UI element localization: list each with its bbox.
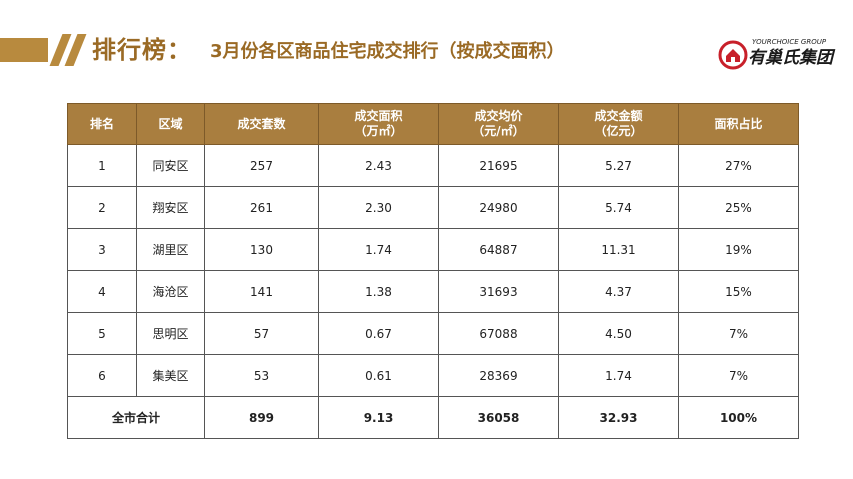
cell-total-label: 全市合计: [67, 396, 205, 439]
cell-amount: 5.27: [558, 144, 679, 187]
logo-english-text: YOURCHOICE GROUP: [752, 38, 827, 46]
page-subtitle: 3月份各区商品住宅成交排行（按成交面积）: [210, 41, 565, 62]
header-price-label: 成交均价: [474, 109, 523, 123]
cell-district: 湖里区: [136, 228, 205, 271]
cell-units: 257: [204, 144, 319, 187]
table-row: 2 翔安区 261 2.30 24980 5.74 25%: [67, 186, 799, 229]
cell-rank: 6: [67, 354, 137, 397]
header-amount: 成交金额 （亿元）: [558, 103, 679, 145]
house-logo-icon: [718, 40, 748, 70]
slide-header: 排行榜： 3月份各区商品住宅成交排行（按成交面积） YOURCHOICE GRO…: [0, 28, 853, 72]
table-header-row: 排名 区域 成交套数 成交面积 （万㎡） 成交均价 （元/㎡） 成交金额 （亿元…: [67, 103, 799, 145]
cell-total-area: 9.13: [318, 396, 439, 439]
header-price-unit: （元/㎡）: [472, 124, 525, 138]
cell-district: 同安区: [136, 144, 205, 187]
header-rank: 排名: [67, 103, 137, 145]
cell-district: 思明区: [136, 312, 205, 355]
header-district: 区域: [136, 103, 205, 145]
cell-price: 67088: [438, 312, 559, 355]
cell-price: 28369: [438, 354, 559, 397]
cell-units: 141: [204, 270, 319, 313]
ranking-table: 排名 区域 成交套数 成交面积 （万㎡） 成交均价 （元/㎡） 成交金额 （亿元…: [67, 103, 799, 439]
cell-share: 15%: [678, 270, 799, 313]
logo-chinese-text: 有巢氏集团: [748, 48, 833, 68]
cell-area: 2.43: [318, 144, 439, 187]
cell-district: 翔安区: [136, 186, 205, 229]
table-total-row: 全市合计 899 9.13 36058 32.93 100%: [67, 396, 799, 439]
cell-price: 31693: [438, 270, 559, 313]
cell-area: 1.74: [318, 228, 439, 271]
cell-rank: 2: [67, 186, 137, 229]
cell-amount: 1.74: [558, 354, 679, 397]
company-logo: YOURCHOICE GROUP 有巢氏集团: [718, 36, 843, 76]
table-row: 1 同安区 257 2.43 21695 5.27 27%: [67, 144, 799, 187]
cell-share: 7%: [678, 312, 799, 355]
header-share: 面积占比: [678, 103, 799, 145]
cell-total-price: 36058: [438, 396, 559, 439]
header-area: 成交面积 （万㎡）: [318, 103, 439, 145]
header-price: 成交均价 （元/㎡）: [438, 103, 559, 145]
header-accent-bar: [0, 38, 48, 62]
table-row: 5 思明区 57 0.67 67088 4.50 7%: [67, 312, 799, 355]
cell-amount: 11.31: [558, 228, 679, 271]
cell-share: 25%: [678, 186, 799, 229]
header-area-unit: （万㎡）: [354, 124, 403, 138]
cell-amount: 4.37: [558, 270, 679, 313]
cell-district: 海沧区: [136, 270, 205, 313]
table-row: 3 湖里区 130 1.74 64887 11.31 19%: [67, 228, 799, 271]
cell-rank: 1: [67, 144, 137, 187]
cell-area: 0.67: [318, 312, 439, 355]
cell-share: 7%: [678, 354, 799, 397]
cell-total-units: 899: [204, 396, 319, 439]
cell-share: 27%: [678, 144, 799, 187]
table-row: 6 集美区 53 0.61 28369 1.74 7%: [67, 354, 799, 397]
cell-rank: 4: [67, 270, 137, 313]
cell-district: 集美区: [136, 354, 205, 397]
cell-price: 21695: [438, 144, 559, 187]
cell-amount: 5.74: [558, 186, 679, 229]
cell-units: 130: [204, 228, 319, 271]
cell-amount: 4.50: [558, 312, 679, 355]
header-units: 成交套数: [204, 103, 319, 145]
cell-units: 53: [204, 354, 319, 397]
cell-area: 1.38: [318, 270, 439, 313]
cell-units: 57: [204, 312, 319, 355]
cell-share: 19%: [678, 228, 799, 271]
page-title: 排行榜：: [92, 36, 192, 64]
cell-units: 261: [204, 186, 319, 229]
cell-rank: 5: [67, 312, 137, 355]
header-amount-unit: （亿元）: [594, 124, 643, 138]
cell-area: 0.61: [318, 354, 439, 397]
table-row: 4 海沧区 141 1.38 31693 4.37 15%: [67, 270, 799, 313]
cell-total-amount: 32.93: [558, 396, 679, 439]
cell-price: 24980: [438, 186, 559, 229]
cell-area: 2.30: [318, 186, 439, 229]
header-area-label: 成交面积: [354, 109, 403, 123]
cell-rank: 3: [67, 228, 137, 271]
cell-price: 64887: [438, 228, 559, 271]
cell-total-share: 100%: [678, 396, 799, 439]
header-amount-label: 成交金额: [594, 109, 643, 123]
